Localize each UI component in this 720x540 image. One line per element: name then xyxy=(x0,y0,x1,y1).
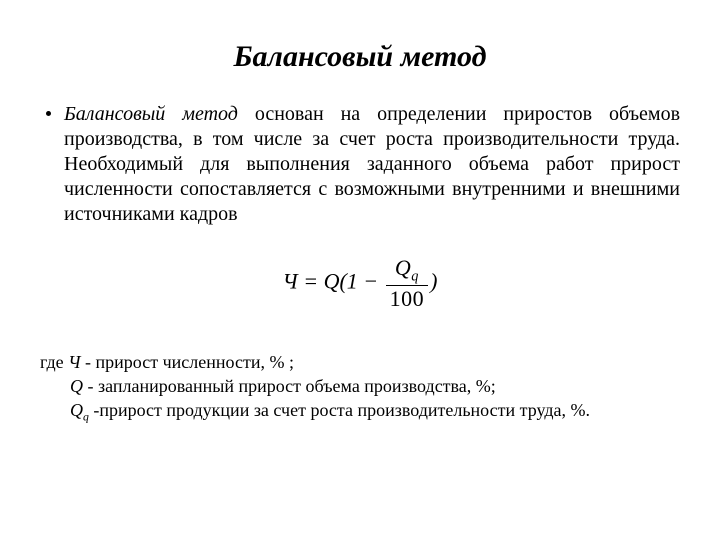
formula-lhs: Ч xyxy=(283,268,298,293)
body-lead-italic: Балансовый метод xyxy=(64,103,238,125)
slide: Балансовый метод Балансовый метод основа… xyxy=(0,0,720,540)
formula-eq: = xyxy=(298,268,324,293)
legend-l2-rest: - запланированный прирост объема произво… xyxy=(83,376,496,396)
body-text: Балансовый метод основан на определении … xyxy=(64,102,680,227)
legend-l1-sym: Ч xyxy=(68,352,80,372)
bullet-icon xyxy=(46,111,51,116)
formula-close: ) xyxy=(430,268,437,293)
formula-open: (1 − xyxy=(339,268,383,293)
legend-l3-sym: Q xyxy=(70,400,83,420)
formula: Ч = Q(1 − Qq100) xyxy=(40,257,680,310)
formula-Q: Q xyxy=(324,268,340,293)
formula-fraction: Qq100 xyxy=(386,257,429,310)
legend-l1-rest: - прирост численности, % ; xyxy=(81,352,294,372)
formula-numerator: Qq xyxy=(386,257,429,286)
legend-line-3: Qq -прирост продукции за счет роста прои… xyxy=(40,398,680,425)
legend-l3-rest: -прирост продукции за счет роста произво… xyxy=(89,400,590,420)
legend-l2-sym: Q xyxy=(70,376,83,396)
slide-title: Балансовый метод xyxy=(40,40,680,74)
formula-num-sub: q xyxy=(411,268,419,284)
formula-num-sym: Q xyxy=(395,255,411,280)
legend: где Ч - прирост численности, % ; Q - зап… xyxy=(40,350,680,426)
legend-line-2: Q - запланированный прирост объема произ… xyxy=(40,374,680,398)
formula-denominator: 100 xyxy=(386,286,429,310)
body-paragraph: Балансовый метод основан на определении … xyxy=(40,102,680,227)
legend-prefix: где xyxy=(40,352,68,372)
